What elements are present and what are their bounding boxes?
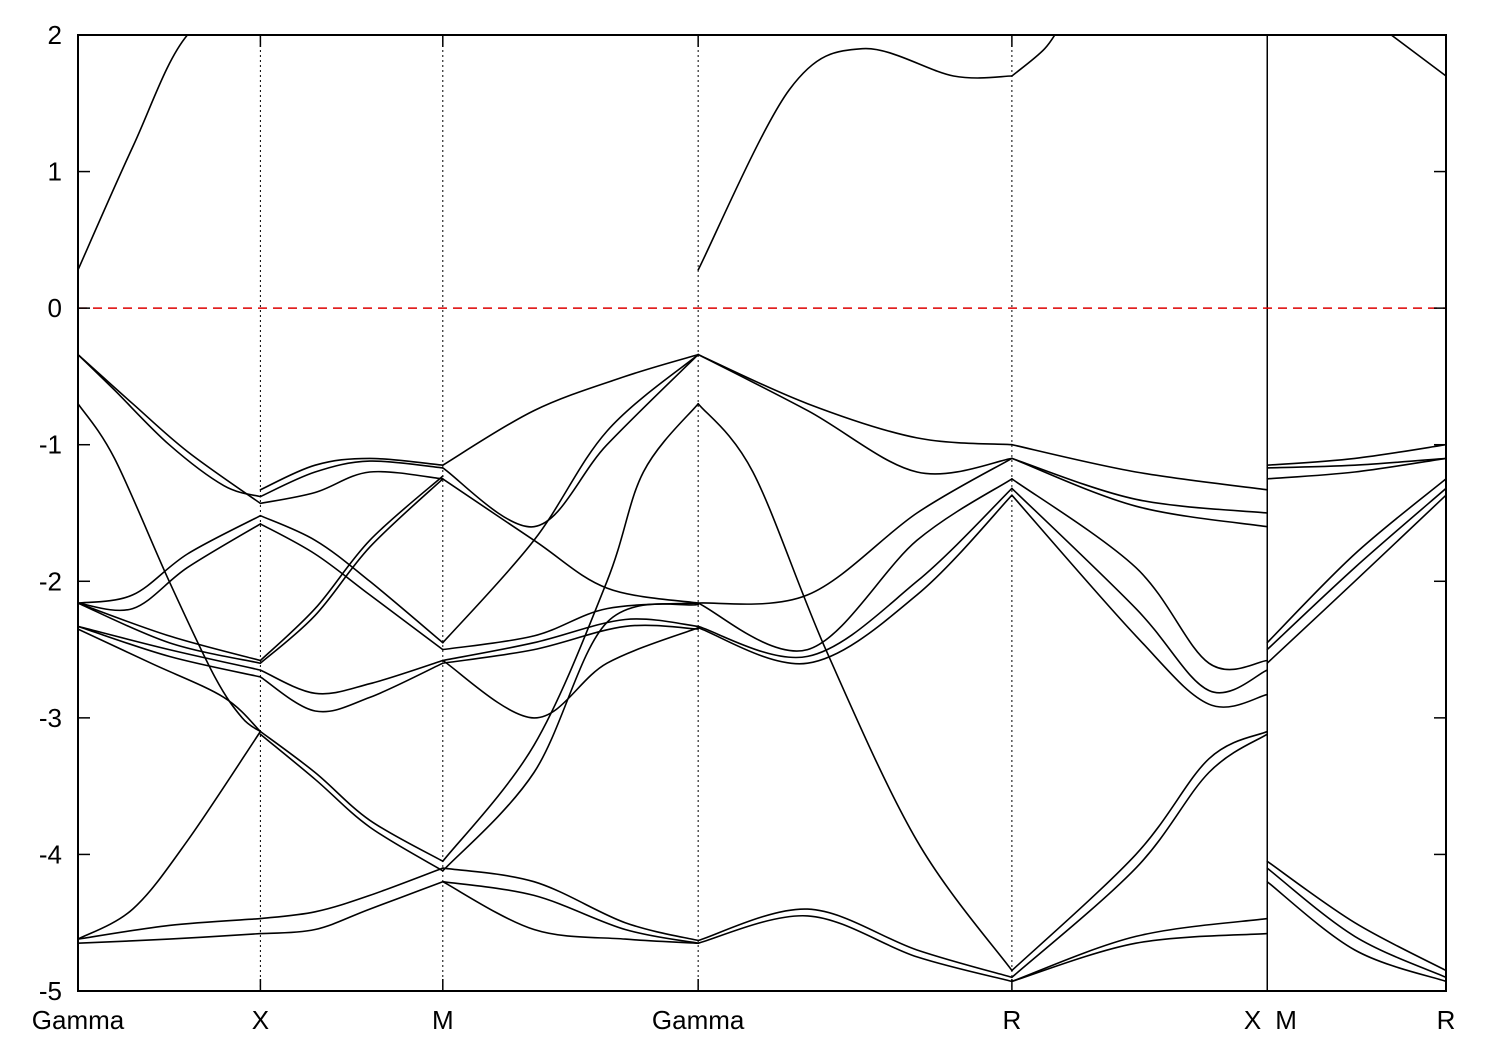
band-line — [697, 402, 1013, 972]
band-line — [1011, 932, 1268, 983]
band-line — [1011, 733, 1268, 979]
band-line — [1266, 457, 1446, 469]
band-line — [1266, 487, 1446, 651]
band-line — [1011, 494, 1268, 708]
band-line — [259, 514, 444, 644]
band-line — [1266, 860, 1446, 972]
band-line — [442, 626, 699, 719]
x-tick-label: Gamma — [32, 1005, 125, 1035]
band-line — [697, 487, 1013, 659]
band-line — [442, 353, 699, 644]
band-line — [78, 514, 262, 604]
band-line — [78, 730, 262, 940]
band-line — [259, 457, 444, 491]
y-tick-label: -4 — [39, 839, 62, 869]
band-line — [259, 662, 444, 713]
band-line — [78, 628, 262, 733]
band-line — [259, 880, 444, 935]
x-tick-label: M — [432, 1005, 454, 1035]
band-line — [442, 880, 699, 944]
y-tick-label: 2 — [48, 20, 62, 50]
band-line — [259, 659, 444, 695]
band-line — [78, 353, 262, 498]
band-line — [78, 353, 262, 505]
band-line — [1011, 730, 1268, 972]
y-tick-label: -3 — [39, 703, 62, 733]
y-tick-label: 1 — [48, 157, 62, 187]
x-tick-label: Gamma — [652, 1005, 745, 1035]
band-line — [78, 932, 262, 944]
band-line — [442, 603, 699, 872]
band-line — [697, 908, 1013, 979]
band-line — [78, 625, 262, 678]
band-line — [697, 494, 1013, 665]
x-tick-label: M — [1275, 1005, 1297, 1035]
x-axis-ticks: Gamma X M Gamma R X M R — [32, 35, 1456, 1035]
band-line — [259, 460, 444, 498]
band-line — [442, 402, 699, 863]
band-line — [1266, 478, 1446, 644]
band-line — [1011, 917, 1268, 983]
band-line — [442, 880, 699, 944]
band-line — [78, 625, 262, 671]
band-line — [697, 47, 1013, 271]
band-line — [259, 733, 444, 872]
band-line — [259, 730, 444, 863]
x-tick-label: R — [1002, 1005, 1021, 1035]
band-line — [78, 917, 262, 940]
band-lines — [78, 35, 1446, 983]
band-line — [1011, 457, 1268, 528]
band-line — [442, 353, 699, 528]
band-line — [259, 470, 444, 505]
band-line — [1011, 457, 1268, 514]
y-tick-label: -5 — [39, 976, 62, 1006]
band-line — [1266, 457, 1446, 480]
band-line — [1266, 880, 1446, 983]
band-line — [259, 475, 444, 662]
band-line — [1011, 487, 1268, 694]
band-line — [697, 353, 1013, 475]
band-line — [1011, 478, 1268, 671]
y-tick-label: -2 — [39, 566, 62, 596]
band-line — [1011, 35, 1056, 77]
band-line — [259, 867, 444, 920]
band-line — [442, 867, 699, 942]
band-line — [78, 523, 262, 612]
x-tick-label: X — [252, 1005, 269, 1035]
vertical-gridlines — [259, 35, 1268, 991]
band-line — [1266, 494, 1446, 664]
band-line — [697, 915, 1013, 983]
band-line — [259, 523, 444, 651]
band-line — [442, 478, 699, 604]
y-axis-ticks: -5 -4 -3 -2 -1 0 1 2 — [39, 20, 1446, 1006]
band-line — [78, 602, 262, 662]
band-line — [442, 624, 699, 664]
band-line — [442, 353, 699, 466]
x-tick-label: X — [1244, 1005, 1261, 1035]
band-line — [1266, 443, 1446, 466]
band-line — [1266, 867, 1446, 979]
band-line — [697, 478, 1013, 652]
band-line — [78, 402, 262, 733]
y-tick-label: 0 — [48, 293, 62, 323]
x-tick-label: R — [1437, 1005, 1456, 1035]
plot-frame — [77, 34, 1447, 992]
band-line — [1390, 35, 1446, 77]
band-line — [697, 457, 1013, 605]
band-line — [259, 478, 444, 664]
band-line — [697, 353, 1013, 446]
band-line — [78, 35, 189, 271]
y-tick-label: -1 — [39, 430, 62, 460]
band-line — [442, 618, 699, 662]
band-line — [78, 602, 262, 664]
band-line — [1011, 443, 1268, 491]
